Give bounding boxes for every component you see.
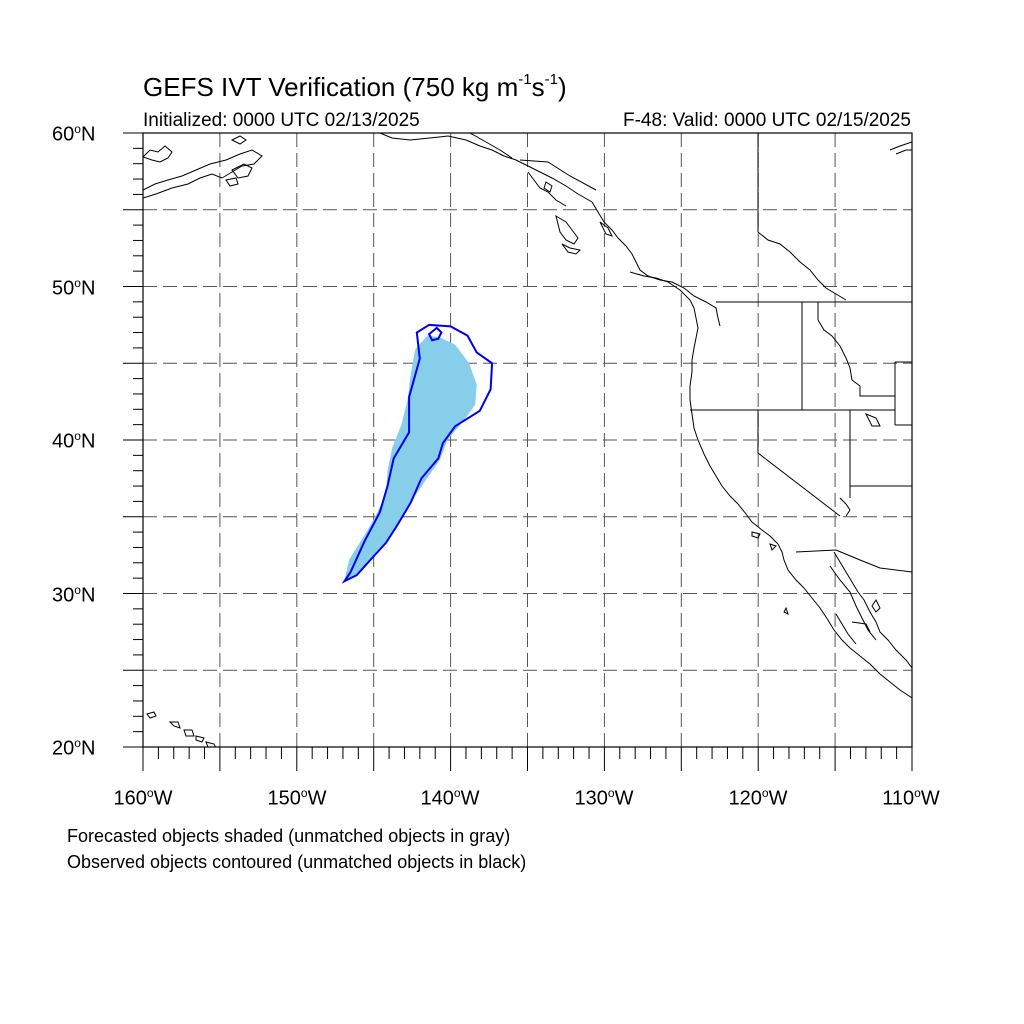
lat-label-40: 40oN <box>52 429 96 453</box>
lon-label-160: 160oW <box>113 786 173 810</box>
lon-label-140: 140oW <box>420 786 480 810</box>
lon-label-150: 150oW <box>267 786 327 810</box>
lon-label-110: 110oW <box>882 786 940 810</box>
graticule-gridlines <box>143 133 912 747</box>
observed-ivt-contour <box>341 323 494 584</box>
observed-ivt-contour-inner-loop <box>427 326 443 342</box>
lat-label-60: 60oN <box>52 122 96 146</box>
axis-ticks <box>123 132 913 771</box>
lon-label-130: 130oW <box>574 786 634 810</box>
lat-label-30: 30oN <box>52 583 96 607</box>
map-title: GEFS IVT Verification (750 kg m-1s-1) <box>143 71 567 102</box>
lat-label-20: 20oN <box>52 736 96 760</box>
legend-note-forecast: Forecasted objects shaded (unmatched obj… <box>67 826 511 846</box>
init-time-label: Initialized: 0000 UTC 02/13/2025 <box>143 110 420 131</box>
valid-time-label: F-48: Valid: 0000 UTC 02/15/2025 <box>623 110 911 131</box>
lon-label-120: 120oW <box>728 786 788 810</box>
lat-label-50: 50oN <box>52 276 96 300</box>
legend-note-observed: Observed objects contoured (unmatched ob… <box>67 852 527 872</box>
coastlines-and-borders <box>143 133 912 747</box>
